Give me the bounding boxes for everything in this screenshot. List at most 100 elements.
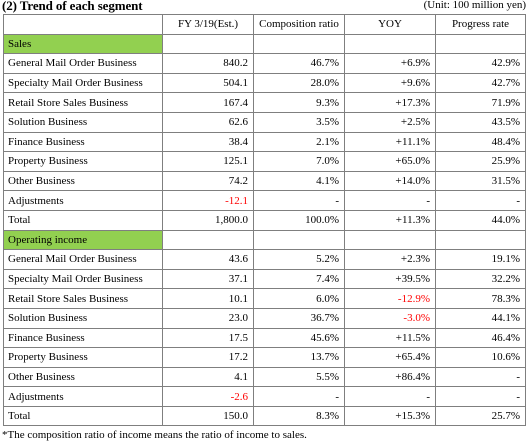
progress-rate-value: 71.9% [435,92,526,113]
progress-rate-value: 78.3% [435,288,526,309]
table-row: Specialty Mail Order Business 37.1 7.4% +39… [3,268,526,290]
section-empty-cell [435,33,526,55]
fy-estimate-value: 74.2 [162,170,254,192]
composition-ratio-value: 8.3% [253,405,345,427]
composition-ratio-value: 28.0% [253,72,345,94]
yoy-value: +39.5% [344,268,436,290]
section-empty-cell [253,229,345,251]
table-row: Property Business 17.2 13.7% +65.4% 10.6% [3,347,526,368]
section-label: Operating income [3,229,163,251]
segment-name: Retail Store Sales Business [3,288,163,309]
fy-estimate-value: 10.1 [162,288,254,309]
segment-name: Adjustments [3,386,163,407]
yoy-value: +17.3% [344,92,436,113]
composition-ratio-value: 36.7% [253,307,345,329]
fy-estimate-value: 62.6 [162,111,254,133]
yoy-value: -12.9% [344,288,436,309]
progress-rate-value: - [435,190,526,211]
table-row: Other Business 74.2 4.1% +14.0% 31.5% [3,170,526,192]
yoy-value: +11.5% [344,327,436,349]
table-body: Sales General Mail Order Business 840.2 46.… [3,33,526,427]
fy-estimate-value: 125.1 [162,151,254,172]
composition-ratio-value: 5.2% [253,249,345,270]
fy-estimate-value: 1,800.0 [162,209,254,231]
fy-estimate-value: 38.4 [162,131,254,153]
progress-rate-value: 10.6% [435,347,526,368]
section-row: Operating income [3,229,526,251]
progress-rate-value: 32.2% [435,268,526,290]
progress-rate-value: - [435,366,526,388]
section-empty-cell [162,229,254,251]
yoy-value: +65.0% [344,151,436,172]
composition-ratio-value: 6.0% [253,288,345,309]
segment-name: Specialty Mail Order Business [3,72,163,94]
table-row: Adjustments -12.1- - - [3,190,526,211]
segment-name: Solution Business [3,307,163,329]
yoy-value: +2.3% [344,249,436,270]
section-empty-cell [253,33,345,55]
table-row: Adjustments -2.6- - - [3,386,526,407]
progress-rate-value: 25.9% [435,151,526,172]
progress-rate-value: 42.7% [435,72,526,94]
progress-rate-value: 44.1% [435,307,526,329]
progress-rate-value: 46.4% [435,327,526,349]
header-label-cell [3,14,163,35]
segment-name: Finance Business [3,327,163,349]
progress-rate-value: 42.9% [435,53,526,74]
fy-estimate-value: -2.6 [162,386,254,407]
fy-estimate-value: 840.2 [162,53,254,74]
composition-ratio-value: 3.5% [253,111,345,133]
footnote: *The composition ratio of income means t… [2,429,307,441]
yoy-value: +65.4% [344,347,436,368]
yoy-value: +11.1% [344,131,436,153]
table-row: Specialty Mail Order Business 504.1 28.0% +… [3,72,526,94]
table-row: Solution Business 62.6 3.5% +2.5% 43.5% [3,111,526,133]
progress-rate-value: 43.5% [435,111,526,133]
table-row: Finance Business 38.4 2.1% +11.1% 48.4% [3,131,526,153]
segment-name: Total [3,209,163,231]
composition-ratio-value: - [253,190,345,211]
yoy-value: +11.3% [344,209,436,231]
composition-ratio-value: - [253,386,345,407]
progress-rate-value: - [435,386,526,407]
header-yoy: YOY [344,14,436,35]
composition-ratio-value: 100.0% [253,209,345,231]
table-row: General Mail Order Business 43.6 5.2% +2.3%… [3,249,526,270]
composition-ratio-value: 4.1% [253,170,345,192]
yoy-value: - [344,190,436,211]
segment-name: General Mail Order Business [3,53,163,74]
unit-note: (Unit: 100 million yen) [423,0,526,11]
section-label: Sales [3,33,163,55]
yoy-value: +86.4% [344,366,436,388]
composition-ratio-value: 46.7% [253,53,345,74]
header-composition-ratio: Composition ratio [253,14,345,35]
segment-name: Property Business [3,347,163,368]
page-header: (2) Trend of each segment (Unit: 100 mil… [0,0,530,14]
segment-name: Other Business [3,366,163,388]
segment-name: Adjustments [3,190,163,211]
progress-rate-value: 25.7% [435,405,526,427]
progress-rate-value: 44.0% [435,209,526,231]
fy-estimate-value: 504.1 [162,72,254,94]
table-row: Total 150.0 8.3% +15.3% 25.7% [3,405,526,427]
page-title: (2) Trend of each segment [2,0,143,13]
fy-estimate-value: -12.1 [162,190,254,211]
header-progress-rate: Progress rate [435,14,526,35]
table-row: Total 1,800.0 100.0% +11.3% 44.0% [3,209,526,231]
yoy-value: +2.5% [344,111,436,133]
table-row: Property Business 125.1 7.0% +65.0% 25.9% [3,151,526,172]
segment-name: Retail Store Sales Business [3,92,163,113]
table-row: Solution Business 23.0 36.7% -3.0% 44.1% [3,307,526,329]
segment-table: FY 3/19(Est.) Composition ratio YOY Prog… [3,14,526,427]
composition-ratio-value: 7.0% [253,151,345,172]
fy-estimate-value: 17.2 [162,347,254,368]
table-row: General Mail Order Business 840.2 46.7% +6.… [3,53,526,74]
segment-name: Finance Business [3,131,163,153]
yoy-value: - [344,386,436,407]
yoy-value: +14.0% [344,170,436,192]
section-empty-cell [435,229,526,251]
yoy-value: -3.0% [344,307,436,329]
segment-name: General Mail Order Business [3,249,163,270]
header-fy-estimate: FY 3/19(Est.) [162,14,254,35]
composition-ratio-value: 7.4% [253,268,345,290]
